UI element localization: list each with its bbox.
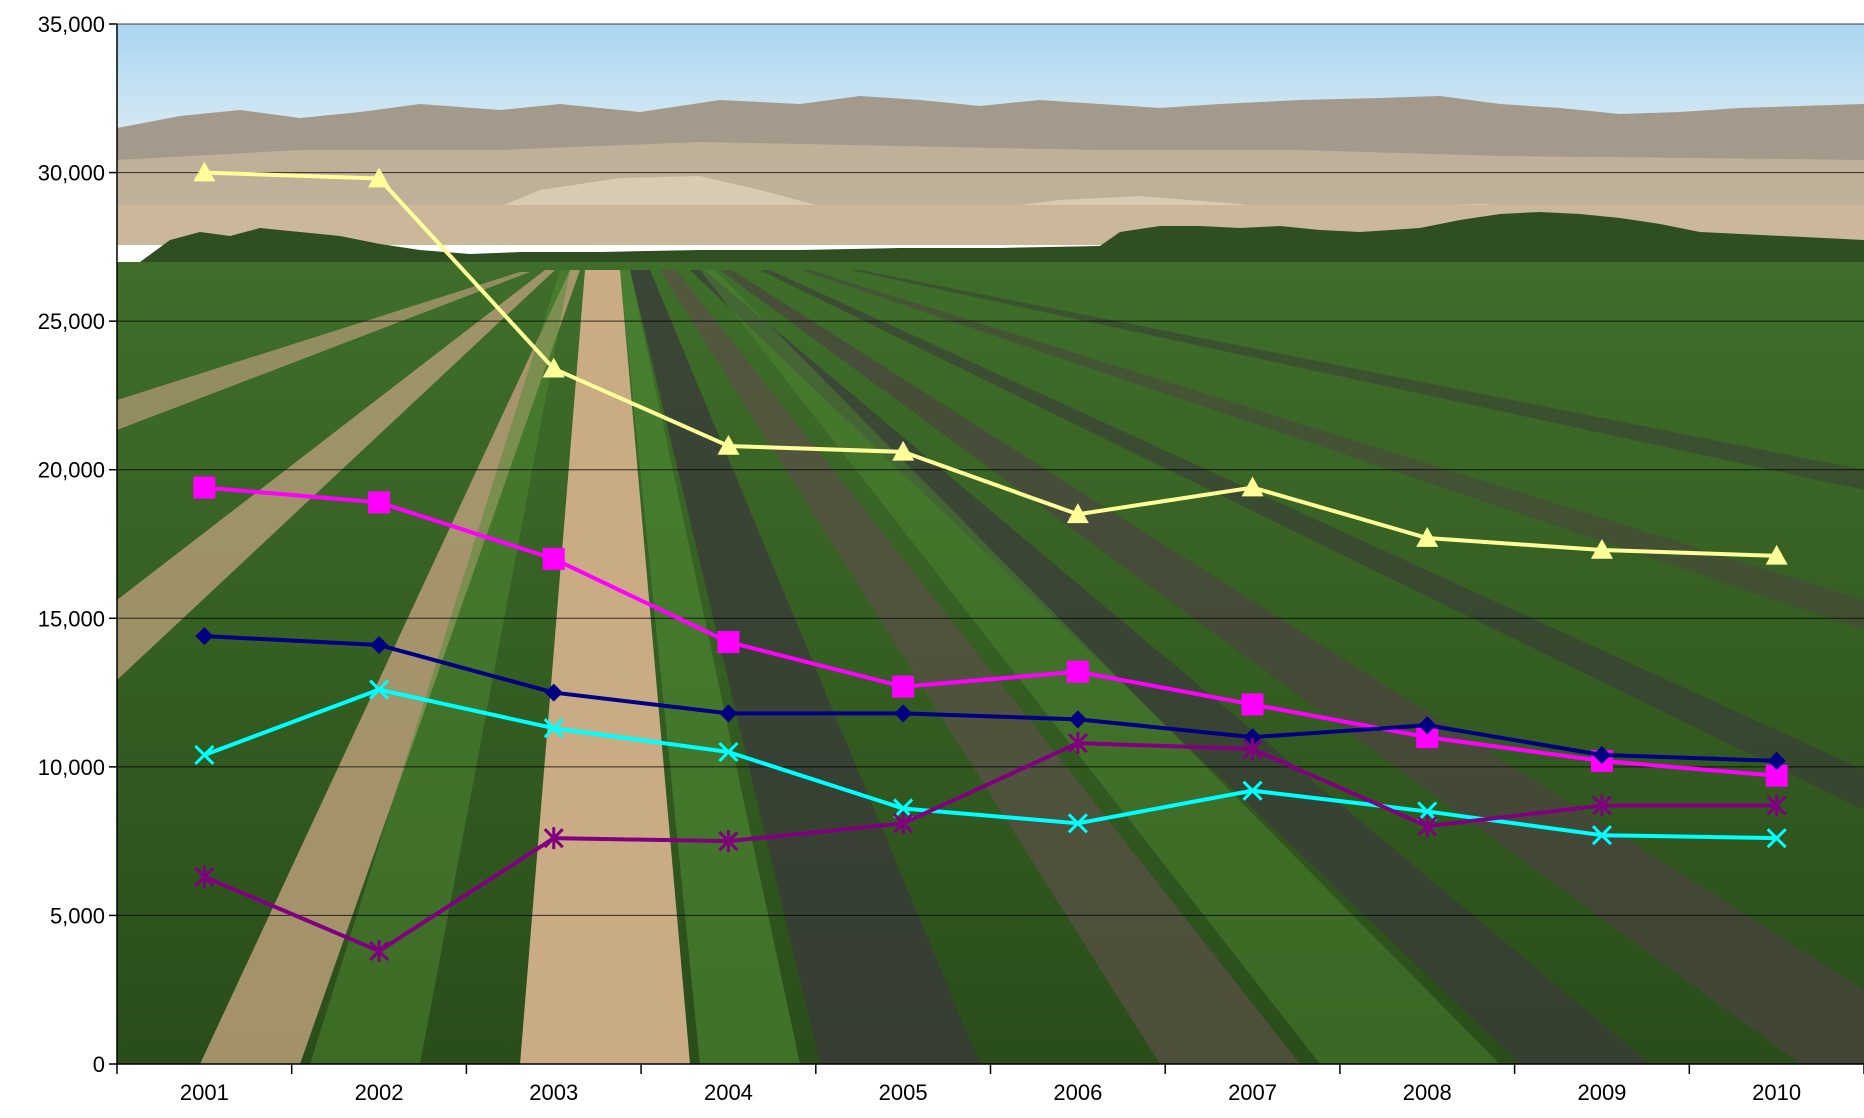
data-point-stroke bbox=[194, 744, 215, 766]
data-point-stroke bbox=[543, 718, 564, 739]
series-line bbox=[203, 687, 1777, 841]
background-photo bbox=[117, 24, 1864, 1064]
data-point bbox=[1766, 828, 1787, 849]
data-point bbox=[1418, 716, 1437, 735]
y-tick-label: 30,000 bbox=[38, 161, 105, 186]
data-point bbox=[368, 679, 390, 700]
series-square bbox=[193, 476, 1788, 787]
data-point bbox=[717, 631, 740, 654]
data-point-stroke bbox=[718, 741, 739, 763]
data-point-stroke bbox=[893, 798, 914, 819]
data-point-stroke bbox=[1067, 813, 1088, 834]
data-point bbox=[1591, 825, 1613, 846]
data-point bbox=[194, 744, 215, 766]
data-point bbox=[1592, 745, 1611, 764]
series-line bbox=[203, 741, 1777, 954]
series-line bbox=[204, 485, 1777, 778]
data-point bbox=[370, 636, 389, 655]
data-point-stroke bbox=[1591, 825, 1613, 846]
data-point bbox=[719, 704, 738, 723]
gridlines bbox=[117, 23, 1864, 916]
data-point-stroke bbox=[368, 679, 390, 700]
data-point bbox=[893, 812, 914, 835]
x-tick-label: 2004 bbox=[704, 1080, 753, 1105]
y-tick-label: 5,000 bbox=[50, 903, 105, 928]
series-x bbox=[194, 679, 1787, 849]
y-tick-label: 10,000 bbox=[38, 755, 105, 780]
data-point bbox=[194, 865, 215, 888]
data-point bbox=[1416, 726, 1439, 749]
data-point bbox=[892, 675, 915, 698]
series-line bbox=[204, 170, 1777, 558]
data-point-stroke bbox=[1417, 801, 1438, 822]
data-point bbox=[893, 798, 914, 819]
data-point bbox=[1417, 801, 1438, 822]
series-star bbox=[194, 732, 1787, 963]
data-point bbox=[195, 627, 214, 646]
y-tick-label: 25,000 bbox=[38, 309, 105, 334]
data-point bbox=[368, 940, 390, 963]
series-line bbox=[204, 634, 1777, 763]
data-point bbox=[368, 491, 391, 514]
data-point bbox=[1416, 527, 1439, 547]
data-point bbox=[1241, 693, 1264, 716]
data-point bbox=[1765, 764, 1788, 787]
data-point bbox=[193, 476, 216, 499]
x-tick-label: 2009 bbox=[1577, 1080, 1626, 1105]
data-point bbox=[1066, 660, 1089, 683]
data-point bbox=[543, 718, 564, 739]
x-tick-label: 2001 bbox=[180, 1080, 229, 1105]
data-point bbox=[717, 434, 740, 455]
x-tick-label: 2006 bbox=[1053, 1080, 1102, 1105]
data-point bbox=[1765, 544, 1788, 565]
y-tick-label: 35,000 bbox=[38, 12, 105, 37]
data-point bbox=[368, 167, 391, 188]
data-point bbox=[1242, 780, 1263, 801]
data-point-stroke bbox=[1242, 780, 1263, 801]
data-point bbox=[1591, 794, 1613, 817]
data-point bbox=[1068, 710, 1087, 729]
data-point bbox=[892, 440, 915, 461]
data-point bbox=[1067, 813, 1088, 834]
data-point bbox=[193, 161, 216, 182]
x-tick-label: 2002 bbox=[355, 1080, 404, 1105]
y-tick-label: 20,000 bbox=[38, 458, 105, 483]
data-point bbox=[544, 683, 563, 702]
series-triangle bbox=[193, 161, 1788, 565]
data-point bbox=[718, 741, 739, 763]
data-point bbox=[1067, 732, 1088, 755]
data-point bbox=[1243, 728, 1262, 747]
data-point bbox=[1590, 538, 1613, 559]
data-point bbox=[543, 827, 564, 850]
tick-labels: 0 5,000 10,000 15,000 20,000 25,000 30,000 35,0… bbox=[38, 12, 1801, 1105]
x-tick-label: 2010 bbox=[1752, 1080, 1801, 1105]
x-tick-label: 2008 bbox=[1403, 1080, 1452, 1105]
data-point bbox=[1767, 751, 1786, 770]
y-tick-label: 15,000 bbox=[38, 606, 105, 631]
data-point bbox=[894, 704, 913, 723]
data-point bbox=[1241, 476, 1264, 497]
data-point bbox=[542, 357, 565, 378]
data-point-stroke bbox=[1766, 828, 1787, 849]
series-layer bbox=[193, 161, 1788, 963]
x-tick-label: 2003 bbox=[529, 1080, 578, 1105]
axes bbox=[109, 23, 1864, 1074]
x-tick-label: 2007 bbox=[1228, 1080, 1277, 1105]
x-tick-label: 2005 bbox=[879, 1080, 928, 1105]
data-point bbox=[718, 830, 739, 853]
data-point bbox=[1417, 815, 1438, 838]
data-point bbox=[542, 547, 565, 570]
y-tick-label: 0 bbox=[93, 1052, 105, 1077]
data-point bbox=[1766, 794, 1787, 817]
data-point bbox=[1066, 503, 1089, 524]
series-diamond bbox=[195, 627, 1786, 770]
data-point bbox=[1242, 738, 1263, 761]
